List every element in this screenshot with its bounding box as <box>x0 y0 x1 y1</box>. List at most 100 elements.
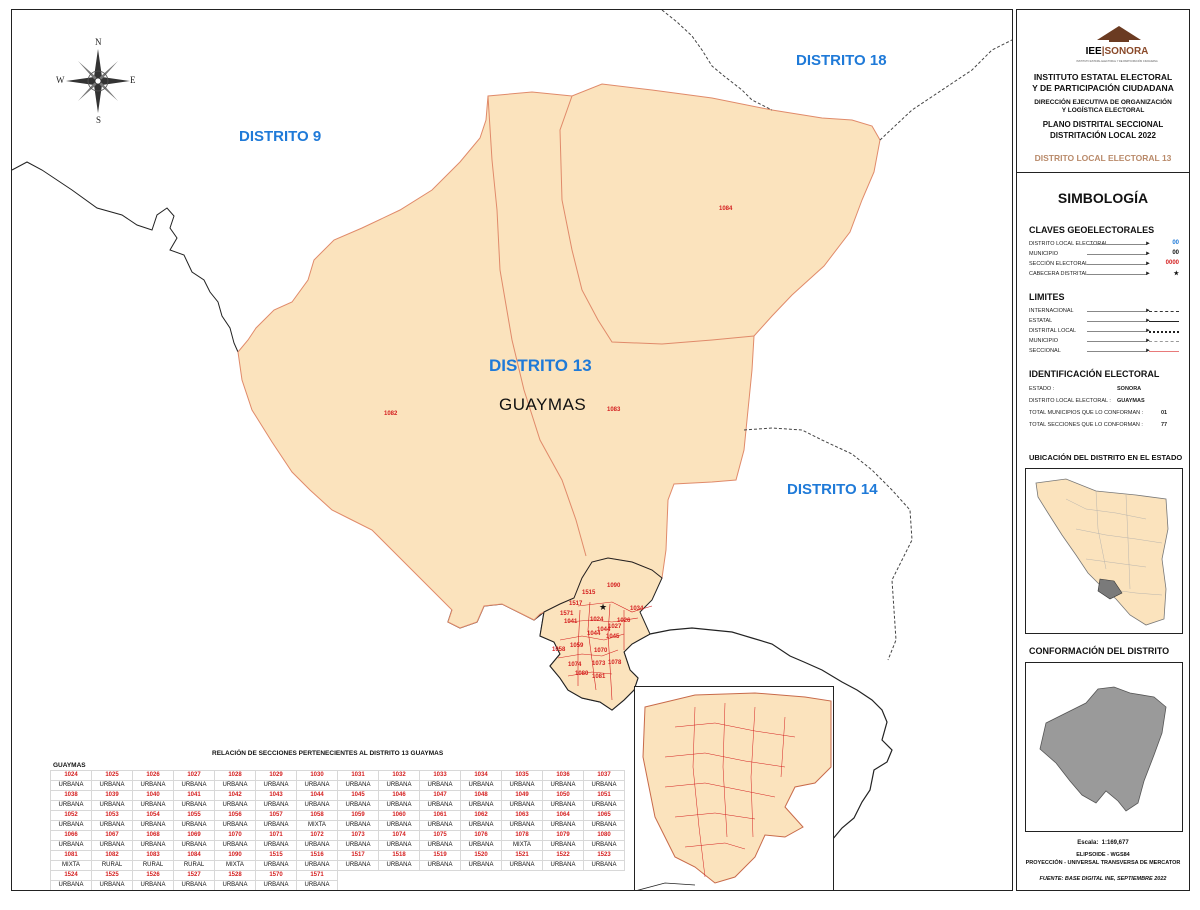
section-type-cell: URBANA <box>419 800 461 811</box>
ident-label: DISTRITO LOCAL ELECTORAL : <box>1029 398 1111 404</box>
section-number-cell: 1038 <box>50 790 92 801</box>
limite-row: INTERNACIONAL ► <box>1029 308 1179 316</box>
section-number-cell: 1570 <box>255 870 297 881</box>
district-boundary-18b <box>879 39 1012 141</box>
section-number-cell: 1076 <box>460 830 502 841</box>
logo-subtitle: INSTITUTO ESTATAL ELECTORAL Y DE PARTICI… <box>1076 60 1158 63</box>
section-number-cell: 1084 <box>173 850 215 861</box>
section-type-cell: URBANA <box>419 780 461 791</box>
section-type-cell: URBANA <box>583 840 625 851</box>
section-number-cell: 1062 <box>460 810 502 821</box>
logo-iee: IEE <box>1085 46 1102 57</box>
section-number-cell: 1049 <box>501 790 543 801</box>
section-type-cell: URBANA <box>501 800 543 811</box>
direction-line1: DIRECCIÓN EJECUTIVA DE ORGANIZACIÓN <box>1034 99 1172 106</box>
section-type-cell: URBANA <box>296 880 338 890</box>
section-line-1084 <box>559 95 755 345</box>
section-number-cell: 1083 <box>132 850 174 861</box>
section-type-cell: URBANA <box>378 860 420 871</box>
section-number-cell: 1078 <box>501 830 543 841</box>
section-number-cell: 1069 <box>173 830 215 841</box>
clave-label: CABECERA DISTRITAL <box>1029 271 1089 277</box>
district-map[interactable]: ★ <box>12 10 1012 890</box>
table-row: URBANA URBANA URBANA URBANA URBANA URBANA URBA… <box>50 840 625 851</box>
section-number-cell: 1528 <box>214 870 256 881</box>
section-type-cell: URBANA <box>378 840 420 851</box>
section-number-cell <box>420 871 461 881</box>
section-type-cell: URBANA <box>132 780 174 791</box>
section-type-cell: URBANA <box>91 840 133 851</box>
map-frame: ★ DISTRITO 9 DISTRITO 18 DISTRITO 13 GUA… <box>11 9 1013 891</box>
section-type-cell <box>461 881 502 891</box>
section-type-cell: URBANA <box>91 780 133 791</box>
section-number-cell: 1054 <box>132 810 174 821</box>
institute-line2: Y DE PARTICIPACIÓN CIUDADANA <box>1032 83 1174 93</box>
limite-line-swatch <box>1149 351 1179 352</box>
ident-row: TOTAL SECCIONES QUE LO CONFORMAN : 77 <box>1029 422 1189 430</box>
state-location-map[interactable] <box>1025 468 1183 634</box>
section-type-cell: MIXTA <box>296 820 338 831</box>
section-line-1083 <box>487 95 587 557</box>
table-row: 1052 1053 1054 1055 1056 1057 1058 1059 1060 1061… <box>50 810 625 821</box>
scale-line: Escala: 1:169,677 <box>1017 840 1189 846</box>
section-type-cell: URBANA <box>255 840 297 851</box>
section-type-cell: URBANA <box>296 780 338 791</box>
section-number-cell: 1045 <box>337 790 379 801</box>
arrow-icon: ► <box>1145 308 1151 314</box>
section-number-cell: 1520 <box>460 850 502 861</box>
table-row: 1024 1025 1026 1027 1028 1029 1030 1031 1032 1033… <box>50 770 625 781</box>
ident-label: TOTAL SECCIONES QUE LO CONFORMAN : <box>1029 422 1143 428</box>
section-type-cell: URBANA <box>583 860 625 871</box>
compass-rose: N S W E <box>56 37 136 125</box>
table-row: URBANA URBANA URBANA URBANA URBANA URBANA URBA… <box>50 780 625 791</box>
city-section-label: 1517 <box>569 601 583 607</box>
plan-line1: PLANO DISTRITAL SECCIONAL <box>1042 120 1164 129</box>
ident-label: ESTADO : <box>1029 386 1055 392</box>
section-number-cell: 1059 <box>337 810 379 821</box>
section-number-cell: 1035 <box>501 770 543 781</box>
section-number-cell: 1029 <box>255 770 297 781</box>
section-number-cell: 1048 <box>460 790 502 801</box>
urban-section-mesh <box>557 601 653 701</box>
direction-line2: Y LOGÍSTICA ELECTORAL <box>1061 107 1145 114</box>
section-number-cell: 1079 <box>542 830 584 841</box>
city-section-label: 1026 <box>617 618 631 624</box>
section-number-cell: 1526 <box>132 870 174 881</box>
section-number-cell: 1043 <box>255 790 297 801</box>
logo-house-icon <box>1097 26 1141 42</box>
district-9-label: DISTRITO 9 <box>239 128 322 145</box>
city-section-label: 1074 <box>568 662 582 668</box>
section-type-cell: URBANA <box>255 820 297 831</box>
plan-line2: DISTRITACIÓN LOCAL 2022 <box>1050 131 1156 140</box>
section-type-cell: URBANA <box>50 820 92 831</box>
section-number-cell: 1058 <box>296 810 338 821</box>
district-boundary-18 <box>661 10 773 111</box>
arrow-icon: ► <box>1145 261 1151 267</box>
simbologia-title: SIMBOLOGÍA <box>1057 190 1149 206</box>
section-type-cell: URBANA <box>50 880 92 890</box>
ident-row: DISTRITO LOCAL ELECTORAL : GUAYMAS <box>1029 398 1189 406</box>
section-number-cell <box>379 871 420 881</box>
section-number-cell: 1515 <box>255 850 297 861</box>
section-number-cell: 1037 <box>583 770 625 781</box>
urban-inset-map[interactable] <box>634 686 834 890</box>
projection: PROYECCIÓN - UNIVERSAL TRANSVERSA DE MER… <box>1025 860 1181 866</box>
section-number-cell: 1046 <box>378 790 420 801</box>
section-number-cell: 1042 <box>214 790 256 801</box>
ident-value: 01 <box>1161 410 1168 416</box>
leader-line <box>1087 331 1147 332</box>
city-section-label: 1045 <box>606 634 620 640</box>
compass-e: E <box>130 75 136 85</box>
logo-sonora: SONORA <box>1104 46 1149 57</box>
clave-symbol: ★ <box>1173 271 1179 277</box>
city-section-label: 1571 <box>560 611 574 617</box>
section-number-cell: 1057 <box>255 810 297 821</box>
district-shape-map[interactable] <box>1025 662 1183 832</box>
section-number-cell: 1052 <box>50 810 92 821</box>
section-type-cell: URBANA <box>460 840 502 851</box>
section-type-cell: URBANA <box>173 880 215 890</box>
source: FUENTE: BASE DIGITAL INE, SEPTIEMBRE 202… <box>1039 876 1167 882</box>
ident-row: TOTAL MUNICIPIOS QUE LO CONFORMAN : 01 <box>1029 410 1189 418</box>
section-number-cell <box>543 871 584 881</box>
section-type-cell: URBANA <box>255 860 297 871</box>
